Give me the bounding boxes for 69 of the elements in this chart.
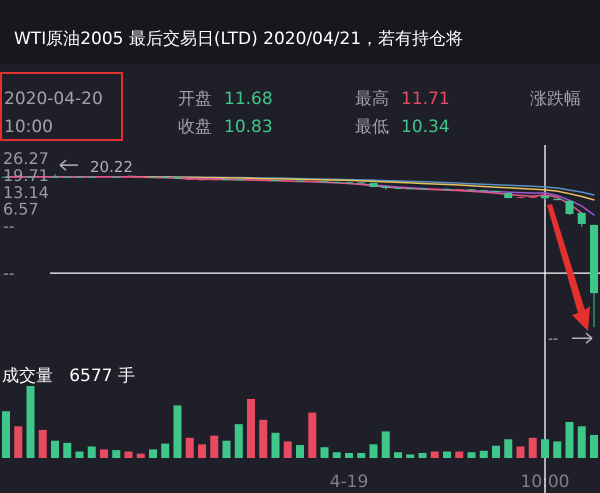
bar	[112, 450, 120, 458]
bar	[541, 439, 549, 458]
bar	[136, 454, 145, 458]
text: 涨跌幅	[530, 89, 581, 109]
bar	[357, 452, 366, 458]
bar	[26, 386, 34, 458]
bar	[578, 426, 586, 458]
bar	[308, 412, 316, 458]
bar	[234, 424, 243, 458]
text: 最高	[355, 89, 389, 109]
bar	[100, 449, 108, 458]
text: 最低	[355, 117, 389, 137]
bar	[430, 452, 439, 458]
bar	[14, 426, 22, 458]
text: 开盘	[178, 89, 212, 109]
y-tick-label: 6.57	[3, 200, 39, 219]
bar	[198, 444, 206, 458]
bar	[406, 454, 414, 458]
bar	[186, 438, 194, 458]
bar	[455, 452, 464, 458]
text: 11.71	[401, 89, 450, 109]
bar	[272, 432, 280, 458]
text: 10:00	[4, 117, 53, 137]
bar	[88, 446, 96, 458]
text: 10.34	[401, 117, 450, 137]
bar	[443, 452, 451, 458]
bar	[332, 452, 341, 458]
bar	[63, 442, 72, 458]
bar	[296, 445, 304, 458]
bar	[161, 444, 170, 458]
bar	[124, 452, 132, 458]
bar	[2, 411, 10, 458]
chart-title: WTI原油2005 最后交易日(LTD) 2020/04/21，若有持仓将	[14, 29, 464, 49]
y-tick-label: --	[3, 216, 15, 236]
bar	[51, 440, 59, 458]
x-tick-label: 4-19	[330, 472, 368, 492]
bar	[345, 452, 353, 458]
bar	[492, 446, 500, 458]
bar	[76, 452, 84, 458]
bar	[418, 452, 426, 458]
bar	[149, 449, 157, 458]
annotation: --	[548, 331, 558, 348]
bar	[284, 441, 292, 458]
bar	[468, 452, 476, 458]
bar	[566, 422, 574, 458]
bar	[259, 420, 268, 458]
text: 11.68	[224, 89, 273, 109]
bar	[528, 438, 537, 458]
bar	[590, 434, 598, 458]
y-tick-label: 13.14	[3, 182, 49, 202]
y-tick-label: 26.27	[3, 149, 49, 168]
bar	[504, 439, 512, 458]
bar	[222, 440, 230, 458]
bar	[210, 436, 218, 458]
bar	[480, 450, 488, 458]
chart-title: 成交量 6577 手	[2, 366, 135, 386]
bar	[174, 405, 182, 458]
bar	[516, 446, 524, 458]
bar	[320, 447, 328, 458]
text: 2020-04-20	[4, 89, 103, 109]
bar	[553, 441, 562, 458]
bar	[247, 398, 255, 458]
text: 收盘	[178, 117, 212, 137]
bar	[382, 431, 390, 458]
bar	[370, 444, 378, 458]
text: 10.83	[224, 117, 273, 137]
annotation: 20.22	[90, 158, 133, 176]
bar	[38, 430, 47, 458]
bar	[394, 452, 402, 458]
